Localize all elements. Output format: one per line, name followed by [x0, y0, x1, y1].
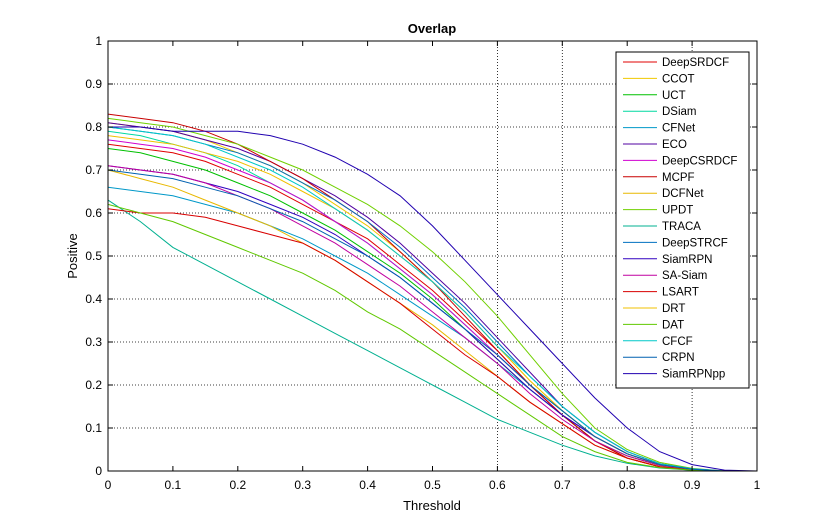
legend: DeepSRDCF CCOT UCT DSiam CFNet ECO DeepCSRDCF M… [615, 51, 750, 389]
legend-label: UCT [662, 90, 686, 102]
x-tick-label: 0.5 [424, 478, 441, 492]
legend-label: DAT [662, 319, 684, 331]
series-line-sa-siam [107, 165, 757, 472]
legend-label: DCFNet [662, 188, 704, 200]
x-tick-label: 1 [754, 478, 761, 492]
y-tick-label: 1 [95, 34, 102, 48]
x-tick-label: 0.3 [294, 478, 311, 492]
x-tick-label: 0.7 [554, 478, 571, 492]
y-tick-label: 0.4 [85, 292, 102, 306]
legend-label: DeepCSRDCF [662, 155, 737, 167]
legend-label: SA-Siam [662, 270, 707, 282]
y-tick-label: 0.9 [85, 77, 102, 91]
y-tick-label: 0.2 [85, 378, 102, 392]
x-tick-label: 0 [105, 478, 112, 492]
series-line-updt [107, 117, 757, 472]
series-line-lsart [107, 208, 757, 472]
legend-label: SiamRPNpp [662, 369, 725, 381]
y-tick-label: 0.3 [85, 335, 102, 349]
x-tick-label: 0.6 [489, 478, 506, 492]
series-line-crpn [107, 169, 757, 472]
legend-label: CRPN [662, 352, 695, 364]
legend-label: UPDT [662, 205, 693, 217]
x-axis-ticks: 0 0.1 0.2 0.3 0.4 0.5 0.6 0.7 0.8 0.9 1 [105, 41, 761, 492]
y-tick-label: 0.6 [85, 206, 102, 220]
legend-label: CFNet [662, 123, 696, 135]
x-tick-label: 0.2 [229, 478, 246, 492]
series-line-dat [107, 203, 757, 472]
legend-label: LSART [662, 287, 699, 299]
legend-label: MCPF [662, 172, 695, 184]
series-line-cfcf [107, 126, 757, 472]
legend-label: DRT [662, 303, 685, 315]
y-tick-label: 0.7 [85, 163, 102, 177]
legend-label: CCOT [662, 73, 695, 85]
x-tick-label: 0.9 [684, 478, 701, 492]
legend-label: SiamRPN [662, 254, 712, 266]
legend-label: CFCF [662, 336, 693, 348]
x-axis-label: Threshold [403, 498, 461, 513]
y-tick-label: 0.5 [85, 249, 102, 263]
y-axis-ticks: 0 0.1 0.2 0.3 0.4 0.5 0.6 0.7 0.8 0.9 1 [85, 34, 757, 478]
legend-label: ECO [662, 139, 687, 151]
x-tick-label: 0.4 [359, 478, 376, 492]
legend-label: DeepSTRCF [662, 237, 728, 249]
x-tick-label: 0.1 [165, 478, 182, 492]
y-tick-label: 0.8 [85, 120, 102, 134]
chart-title: Overlap [408, 21, 456, 36]
legend-label: DSiam [662, 106, 697, 118]
legend-box [615, 51, 750, 389]
y-tick-label: 0.1 [85, 421, 102, 435]
legend-label: TRACA [662, 221, 701, 233]
series-line-traca [107, 199, 757, 472]
series-lines [107, 113, 758, 472]
x-tick-label: 0.8 [619, 478, 636, 492]
y-axis-label: Positive [65, 233, 80, 279]
y-tick-label: 0 [95, 464, 102, 478]
series-line-siamrpnpp [108, 126, 758, 472]
legend-label: DeepSRDCF [662, 57, 729, 69]
